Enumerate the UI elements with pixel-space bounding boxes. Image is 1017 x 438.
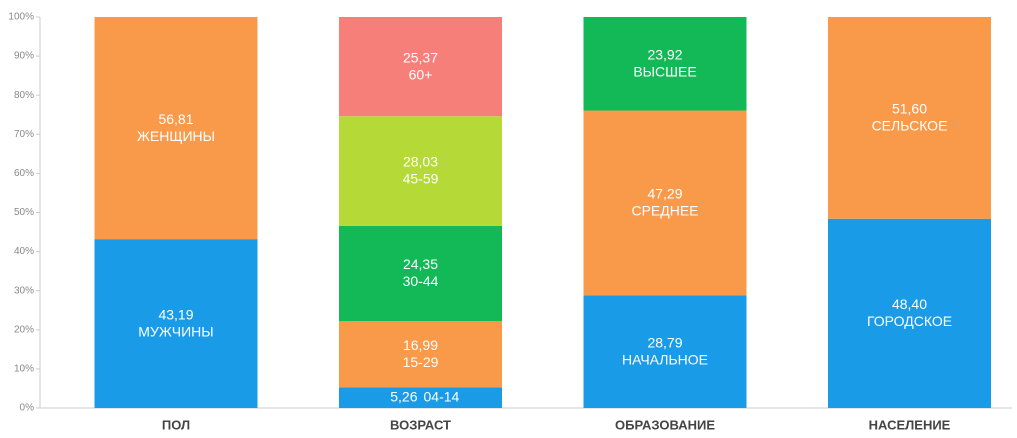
x-tick-label: НАСЕЛЕНИЕ — [869, 417, 951, 432]
segment-name: ВЫСШЕЕ — [633, 63, 696, 79]
bar-segment — [339, 321, 502, 388]
x-tick-label: ОБРАЗОВАНИЕ — [615, 417, 715, 432]
bar-segment — [94, 239, 258, 408]
y-tick-label: 30% — [14, 285, 34, 296]
data-label: 51,60 — [892, 101, 927, 117]
segment-name: ГОРОДСКОЕ — [867, 313, 952, 329]
bar-segment — [339, 17, 502, 117]
data-label: 47,29 — [647, 186, 682, 202]
y-tick-label: 60% — [14, 168, 34, 179]
bar-segment — [828, 218, 991, 408]
segment-name: МУЖЧИНЫ — [138, 323, 213, 339]
bar-segment — [583, 110, 747, 296]
data-label: 16,99 — [403, 337, 438, 353]
data-label: 24,35 — [403, 256, 438, 272]
bar-segment — [94, 17, 258, 240]
y-tick-label: 50% — [14, 207, 34, 218]
segment-name: СЕЛЬСКОЕ — [872, 118, 948, 134]
segment-name: 45-59 — [403, 171, 439, 187]
segment-name: ЖЕНЩИНЫ — [137, 128, 215, 144]
bar-segment — [828, 17, 991, 219]
bar-segment — [583, 17, 747, 111]
bar-segment — [339, 116, 502, 226]
y-tick-label: 10% — [14, 364, 34, 375]
y-tick-label: 100% — [8, 12, 34, 23]
y-tick-label: 70% — [14, 129, 34, 140]
y-tick-label: 80% — [14, 90, 34, 101]
data-label: 48,40 — [892, 296, 927, 312]
segment-name: 04-14 — [424, 388, 460, 404]
bar-segment — [339, 387, 502, 408]
data-label: 28,03 — [403, 154, 438, 170]
y-tick-label: 20% — [14, 324, 34, 335]
segment-name: 30-44 — [403, 273, 439, 289]
data-label: 5,26 — [390, 388, 417, 404]
data-label: 43,19 — [158, 306, 193, 322]
data-label: 28,79 — [647, 334, 682, 350]
segment-name: СРЕДНЕЕ — [631, 203, 698, 219]
y-tick-label: 40% — [14, 246, 34, 257]
x-tick-label: ПОЛ — [162, 417, 190, 432]
segment-name: 15-29 — [403, 354, 439, 370]
segment-name: НАЧАЛЬНОЕ — [622, 351, 708, 367]
data-label: 25,37 — [403, 49, 438, 65]
y-tick-label: 0% — [20, 403, 35, 414]
bar-segment — [339, 225, 502, 322]
segment-name: 60+ — [409, 66, 433, 82]
data-label: 23,92 — [647, 46, 682, 62]
data-label: 56,81 — [158, 111, 193, 127]
y-tick-label: 90% — [14, 51, 34, 62]
x-tick-label: ВОЗРАСТ — [390, 417, 451, 432]
bar-segment — [583, 295, 747, 408]
